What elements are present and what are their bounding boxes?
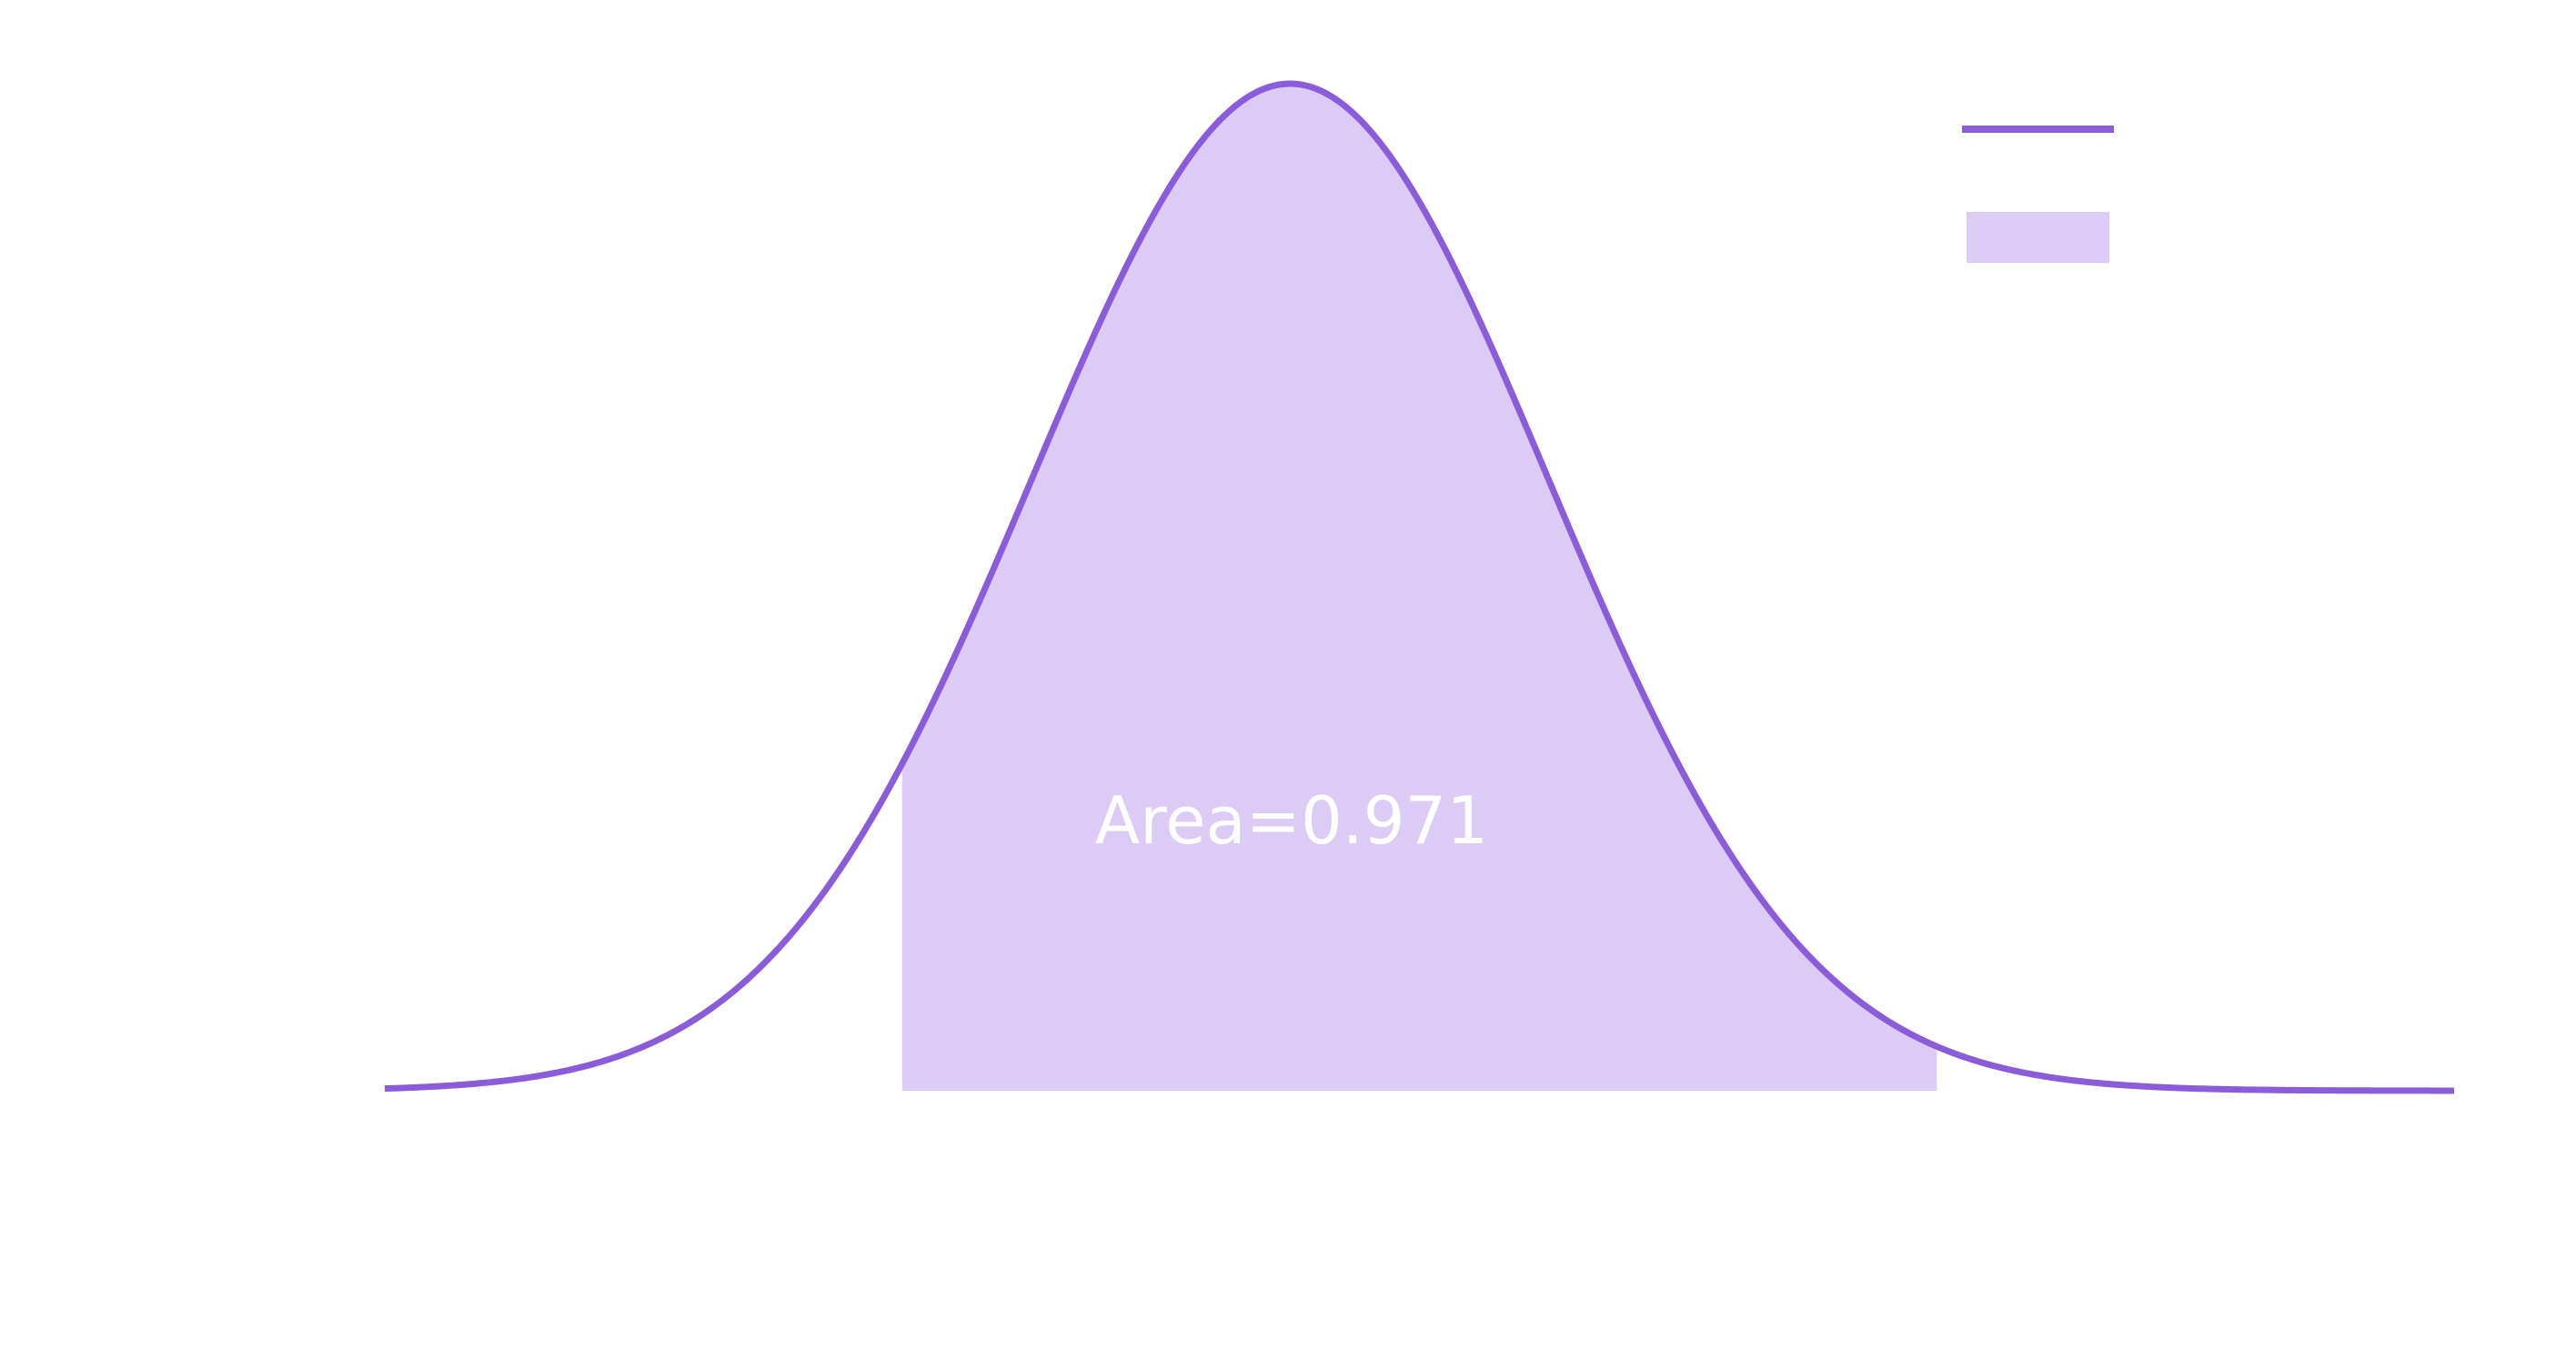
plot-area: Area=0.971 [384,80,2455,1094]
density-curve [384,80,2455,1094]
shaded-area [901,84,1937,1091]
legend-fill-swatch [1967,212,2109,263]
legend [1962,126,2114,263]
area-annotation: Area=0.971 [1095,782,1488,859]
